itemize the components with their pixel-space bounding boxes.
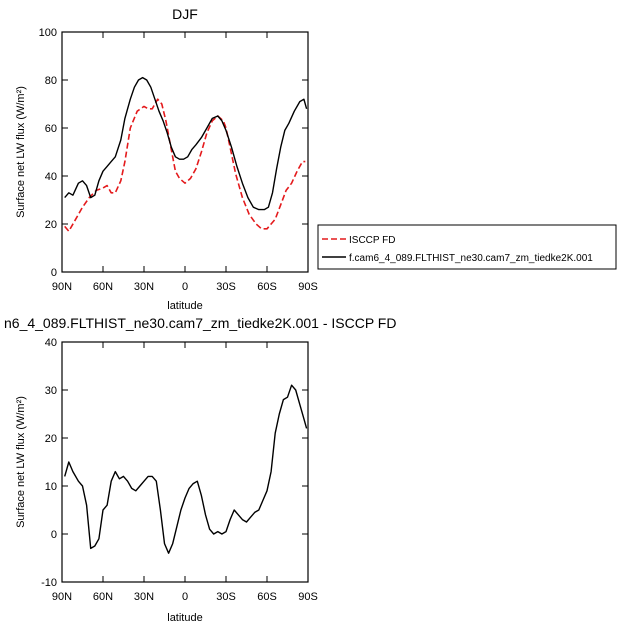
bottom-x-axis-label: latitude (167, 612, 202, 624)
y-tick-label: 0 (51, 529, 57, 541)
y-tick-label: 0 (51, 267, 57, 279)
x-tick-label: 30N (134, 281, 154, 293)
x-tick-label: 30N (134, 591, 154, 603)
legend-box (317, 224, 617, 270)
series-line-model (64, 76, 308, 211)
bottom-chart-title: n6_4_089.FLTHIST_ne30.cam7_zm_tiedke2K.0… (4, 315, 396, 331)
y-tick-label: 20 (45, 433, 57, 445)
x-tick-label: 90S (298, 281, 318, 293)
top-chart-title: DJF (172, 6, 198, 22)
y-tick-label: 60 (45, 123, 57, 135)
x-tick-label: 30S (216, 281, 236, 293)
y-tick-label: 30 (45, 385, 57, 397)
top-legend: ISCCP FD f.cam6_4_089.FLTHIST_ne30.cam7_… (317, 224, 617, 270)
top-plot-frame (61, 31, 309, 273)
series-line-model (64, 384, 308, 554)
bottom-panel: n6_4_089.FLTHIST_ne30.cam7_zm_tiedke2K.0… (4, 315, 396, 624)
legend-label-isccp: ISCCP FD (349, 235, 396, 246)
y-tick-label: 20 (45, 219, 57, 231)
bottom-plot-frame (61, 341, 309, 583)
bottom-x-ticks: 90N 60N 30N 0 30S 60S 90S (52, 342, 318, 603)
x-tick-label: 60N (93, 281, 113, 293)
top-panel: DJF 0 20 40 60 80 100 90N 60N 30N 0 30S 60S 90S lat… (15, 6, 318, 312)
bottom-y-axis-label: Surface net LW flux (W/m²) (15, 396, 27, 528)
y-tick-label: 40 (45, 337, 57, 349)
x-tick-label: 30S (216, 591, 236, 603)
x-tick-label: 90N (52, 591, 72, 603)
x-tick-label: 60N (93, 591, 113, 603)
x-tick-label: 60S (257, 591, 277, 603)
y-tick-label: 10 (45, 481, 57, 493)
top-y-ticks: 0 20 40 60 80 100 (39, 27, 308, 279)
top-x-axis-label: latitude (167, 300, 202, 312)
top-series (64, 76, 308, 232)
legend-label-model: f.cam6_4_089.FLTHIST_ne30.cam7_zm_tiedke… (349, 253, 593, 264)
y-tick-label: 100 (39, 27, 57, 39)
bottom-y-ticks: -10 0 10 20 30 40 (41, 337, 308, 589)
series-line-isccp (64, 98, 306, 232)
x-tick-label: 60S (257, 281, 277, 293)
x-tick-label: 0 (182, 591, 188, 603)
y-tick-label: 40 (45, 171, 57, 183)
top-x-ticks: 90N 60N 30N 0 30S 60S 90S (52, 32, 318, 293)
y-tick-label: -10 (41, 577, 57, 589)
y-tick-label: 80 (45, 75, 57, 87)
x-tick-label: 0 (182, 281, 188, 293)
top-y-axis-label: Surface net LW flux (W/m²) (15, 86, 27, 218)
x-tick-label: 90S (298, 591, 318, 603)
x-tick-label: 90N (52, 281, 72, 293)
bottom-series (64, 384, 308, 554)
